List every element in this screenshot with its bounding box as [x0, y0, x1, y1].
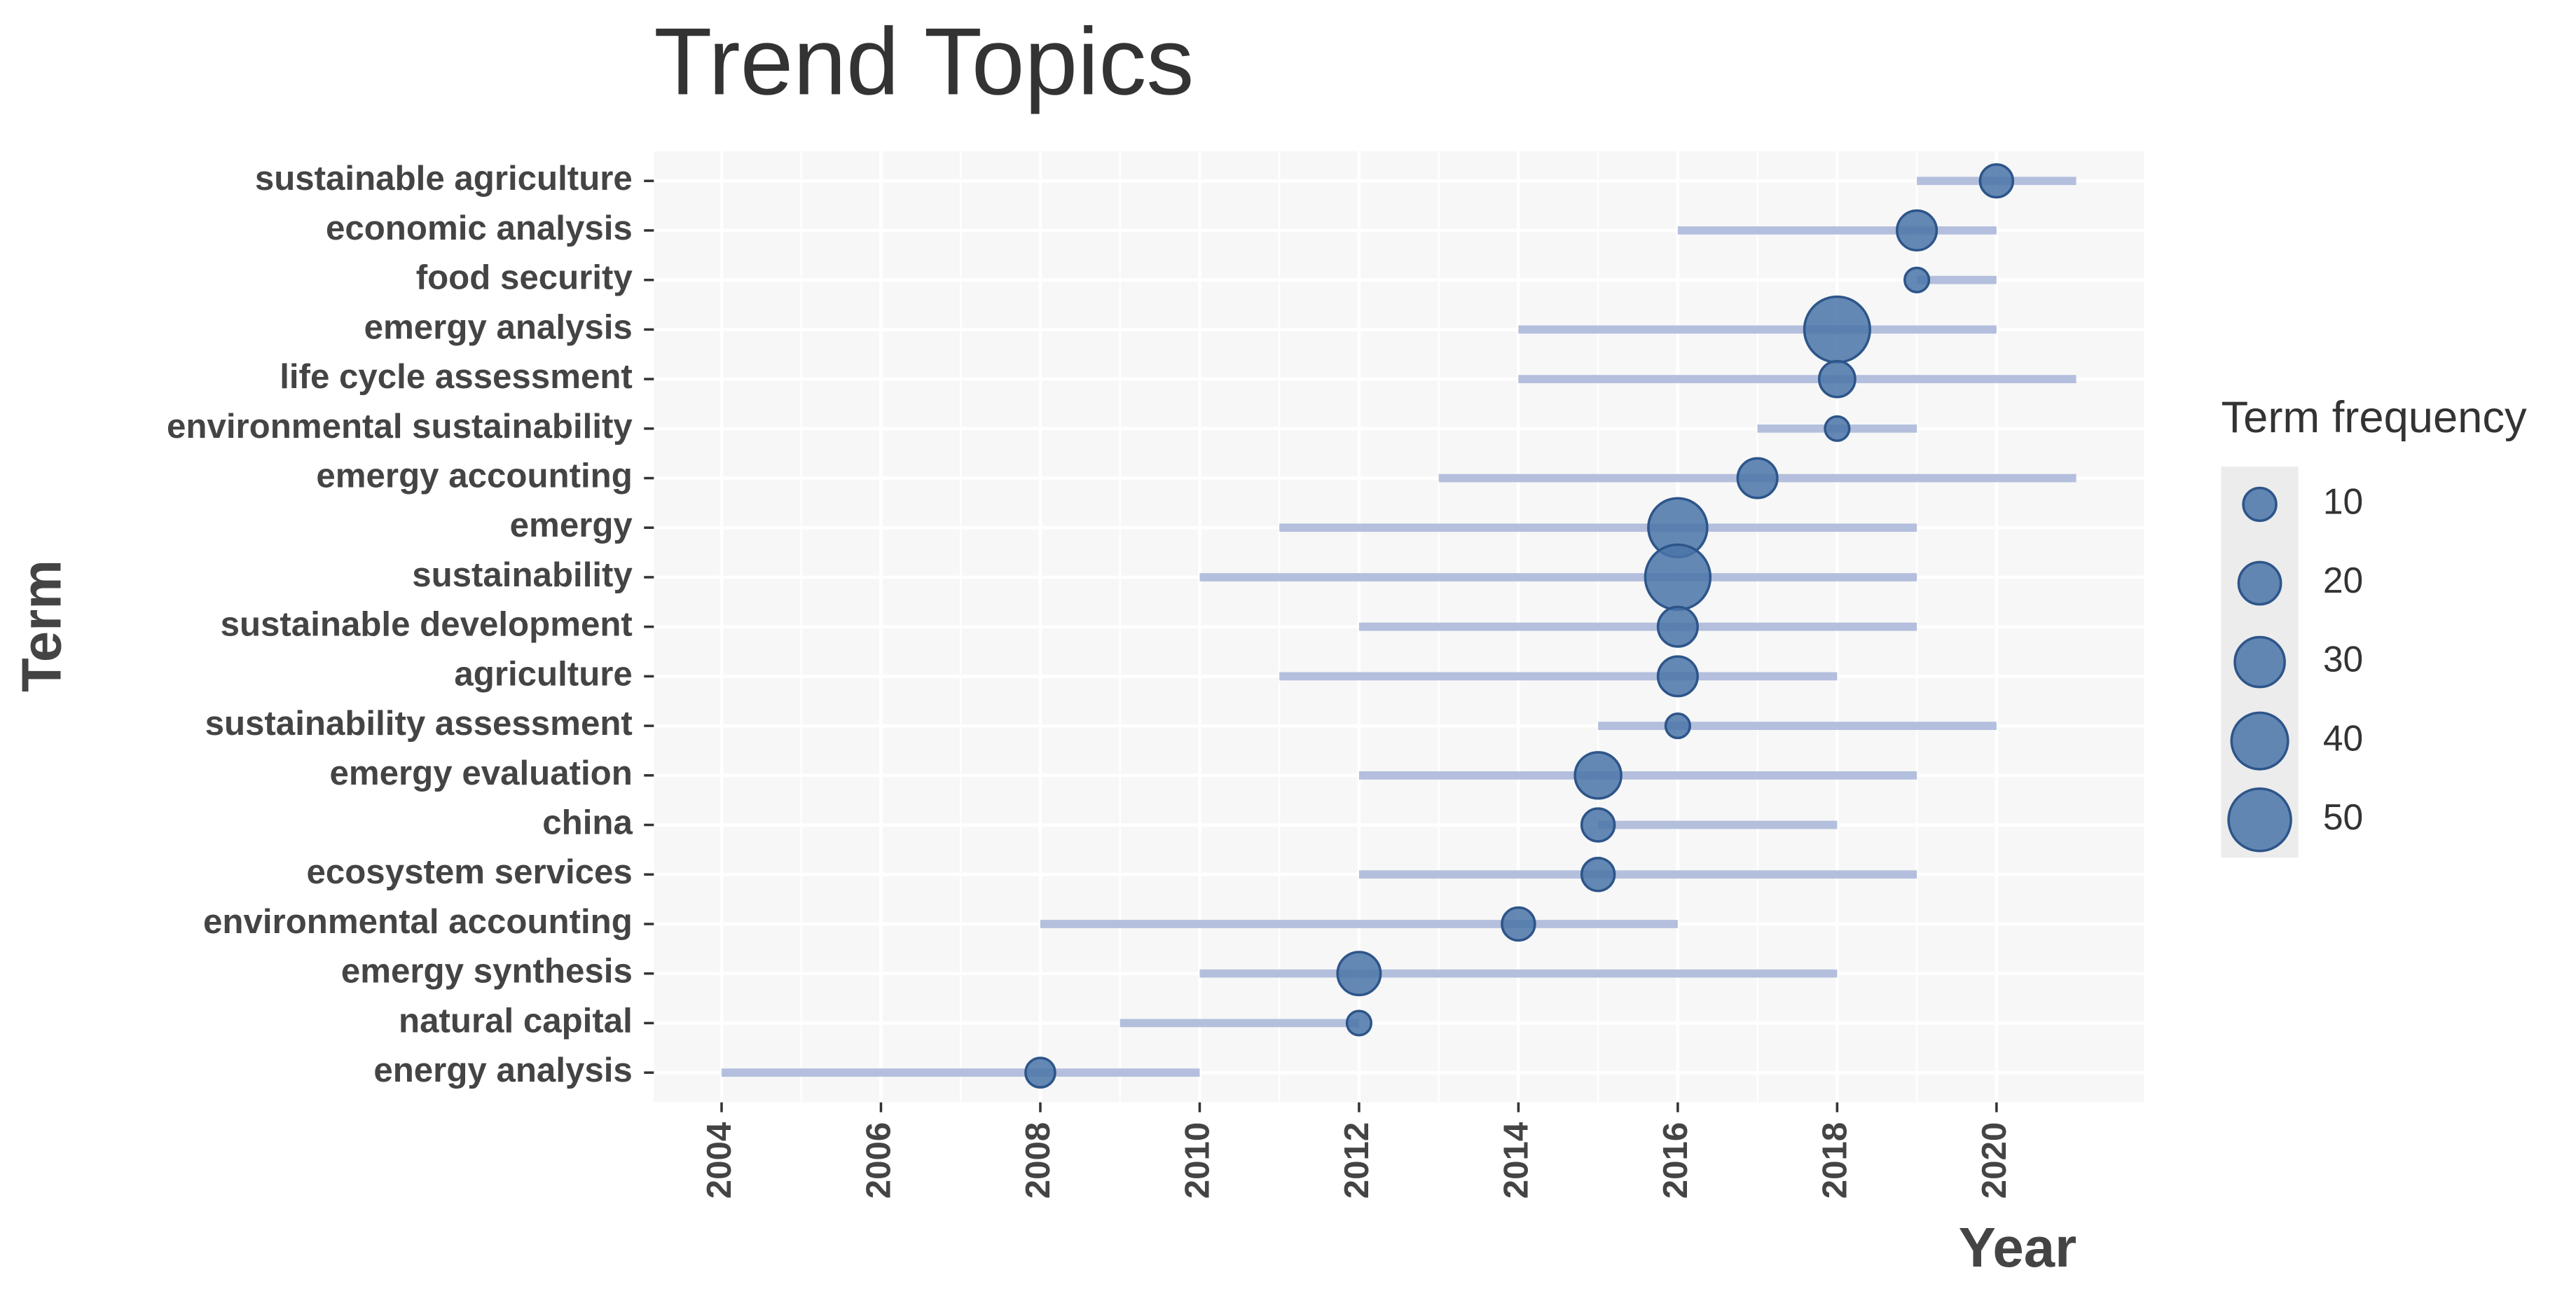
legend-label: 50	[2323, 797, 2363, 837]
median-point	[1664, 712, 1691, 740]
x-tick-label: 2008	[1019, 1122, 1057, 1199]
legend-label: 20	[2323, 560, 2363, 600]
y-tick-label: sustainable agriculture	[255, 159, 633, 198]
x-tick-label: 2010	[1178, 1122, 1216, 1199]
y-tick-label: food security	[416, 259, 633, 297]
y-axis-title: Term	[11, 560, 73, 692]
legend-title: Term frequency	[2221, 393, 2527, 442]
y-tick-label: environmental sustainability	[167, 407, 633, 446]
legend-key	[2242, 486, 2278, 523]
chart-title: Trend Topics	[654, 8, 1194, 114]
y-tick-label: emergy synthesis	[341, 952, 633, 991]
y-tick-label: agriculture	[454, 654, 632, 693]
y-tick-label: ecosystem services	[306, 853, 632, 891]
median-point	[1656, 655, 1699, 698]
y-tick-label: china	[542, 804, 633, 842]
y-tick-label: economic analysis	[326, 209, 633, 247]
y-tick-label: sustainability assessment	[205, 704, 633, 743]
median-point	[1903, 266, 1931, 294]
median-point	[1896, 209, 1938, 251]
y-tick-label: emergy	[510, 506, 633, 544]
median-point	[1336, 951, 1382, 997]
median-point	[1024, 1056, 1056, 1089]
median-point	[1824, 415, 1851, 442]
legend-key	[2227, 787, 2292, 853]
median-point	[1644, 543, 1712, 612]
x-tick-label: 2006	[859, 1122, 897, 1199]
legend-key	[2237, 560, 2282, 606]
y-tick-label: environmental accounting	[203, 902, 633, 941]
y-tick-label: energy analysis	[373, 1051, 632, 1089]
x-tick-label: 2014	[1496, 1122, 1535, 1199]
legend-key	[2230, 711, 2289, 771]
y-tick-label: life cycle assessment	[280, 357, 633, 396]
x-axis-title: Year	[1959, 1216, 2076, 1278]
y-tick-label: emergy accounting	[316, 457, 632, 495]
legend-key	[2233, 635, 2286, 689]
legend-label: 10	[2323, 481, 2363, 522]
median-point	[1573, 751, 1623, 800]
legend-label: 40	[2323, 717, 2363, 758]
y-tick-label: sustainable development	[221, 605, 633, 644]
median-point	[1580, 857, 1616, 892]
y-tick-label: sustainability	[412, 556, 633, 594]
y-tick-label: emergy evaluation	[329, 754, 632, 792]
median-point	[1345, 1009, 1372, 1037]
y-tick-label: emergy analysis	[364, 308, 633, 346]
median-point	[1817, 359, 1857, 399]
median-point	[1803, 295, 1871, 364]
x-tick-label: 2020	[1975, 1122, 2013, 1199]
median-point	[1501, 906, 1536, 942]
y-tick-label: natural capital	[399, 1001, 633, 1040]
x-tick-label: 2018	[1815, 1122, 1854, 1199]
median-point	[1978, 163, 2015, 199]
median-point	[1656, 605, 1699, 648]
x-tick-label: 2016	[1656, 1122, 1695, 1199]
x-tick-label: 2012	[1337, 1122, 1376, 1199]
legend-label: 30	[2323, 639, 2363, 680]
x-tick-label: 2004	[700, 1122, 738, 1199]
median-point	[1580, 807, 1616, 843]
median-point	[1736, 457, 1779, 499]
